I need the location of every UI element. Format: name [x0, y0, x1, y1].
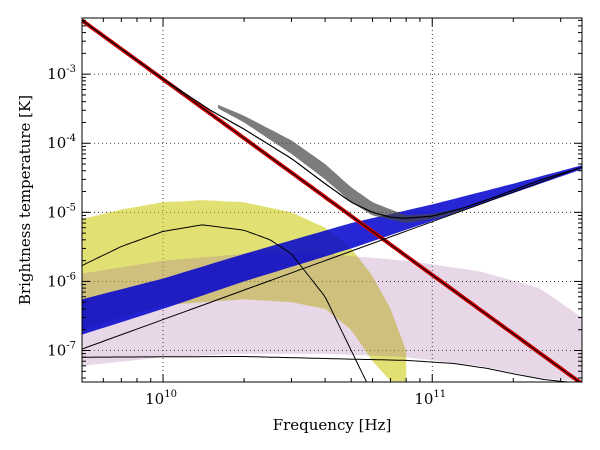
y-tick-exponent: -5	[66, 202, 76, 213]
y-tick-label: 10-5	[47, 202, 76, 221]
y-tick-exponent: -3	[66, 64, 76, 75]
model-curves	[82, 18, 582, 382]
x-tick-base: 10	[145, 390, 164, 408]
y-tick-label: 10-7	[47, 341, 76, 360]
y-tick-label: 10-4	[47, 133, 76, 152]
y-tick-base: 10	[47, 203, 66, 221]
y-tick-base: 10	[47, 65, 66, 83]
black-blue-center-line	[82, 166, 582, 350]
black-purple-center-line	[82, 356, 569, 382]
gray-band	[218, 104, 463, 223]
x-tick-label: 1011	[414, 389, 446, 408]
x-tick-exponent: 10	[164, 389, 177, 400]
y-tick-base: 10	[47, 342, 66, 360]
x-axis-label: Frequency [Hz]	[273, 416, 392, 434]
black-yellow-center-line	[82, 224, 367, 382]
y-tick-base: 10	[47, 272, 66, 290]
y-tick-label: 10-3	[47, 64, 76, 83]
x-tick-label: 1010	[145, 389, 177, 408]
y-tick-exponent: -7	[66, 341, 76, 352]
model-bands	[82, 104, 582, 382]
x-tick-base: 10	[414, 390, 433, 408]
y-axis-label: Brightness temperature [K]	[16, 95, 34, 305]
y-tick-exponent: -6	[66, 271, 76, 282]
blue-band	[82, 165, 582, 335]
red-power-law-center-line	[82, 19, 581, 382]
y-tick-label: 10-6	[47, 271, 76, 290]
y-tick-base: 10	[47, 134, 66, 152]
x-tick-exponent: 11	[433, 389, 446, 400]
y-tick-exponent: -4	[66, 133, 76, 144]
plot-frame	[81, 17, 583, 383]
